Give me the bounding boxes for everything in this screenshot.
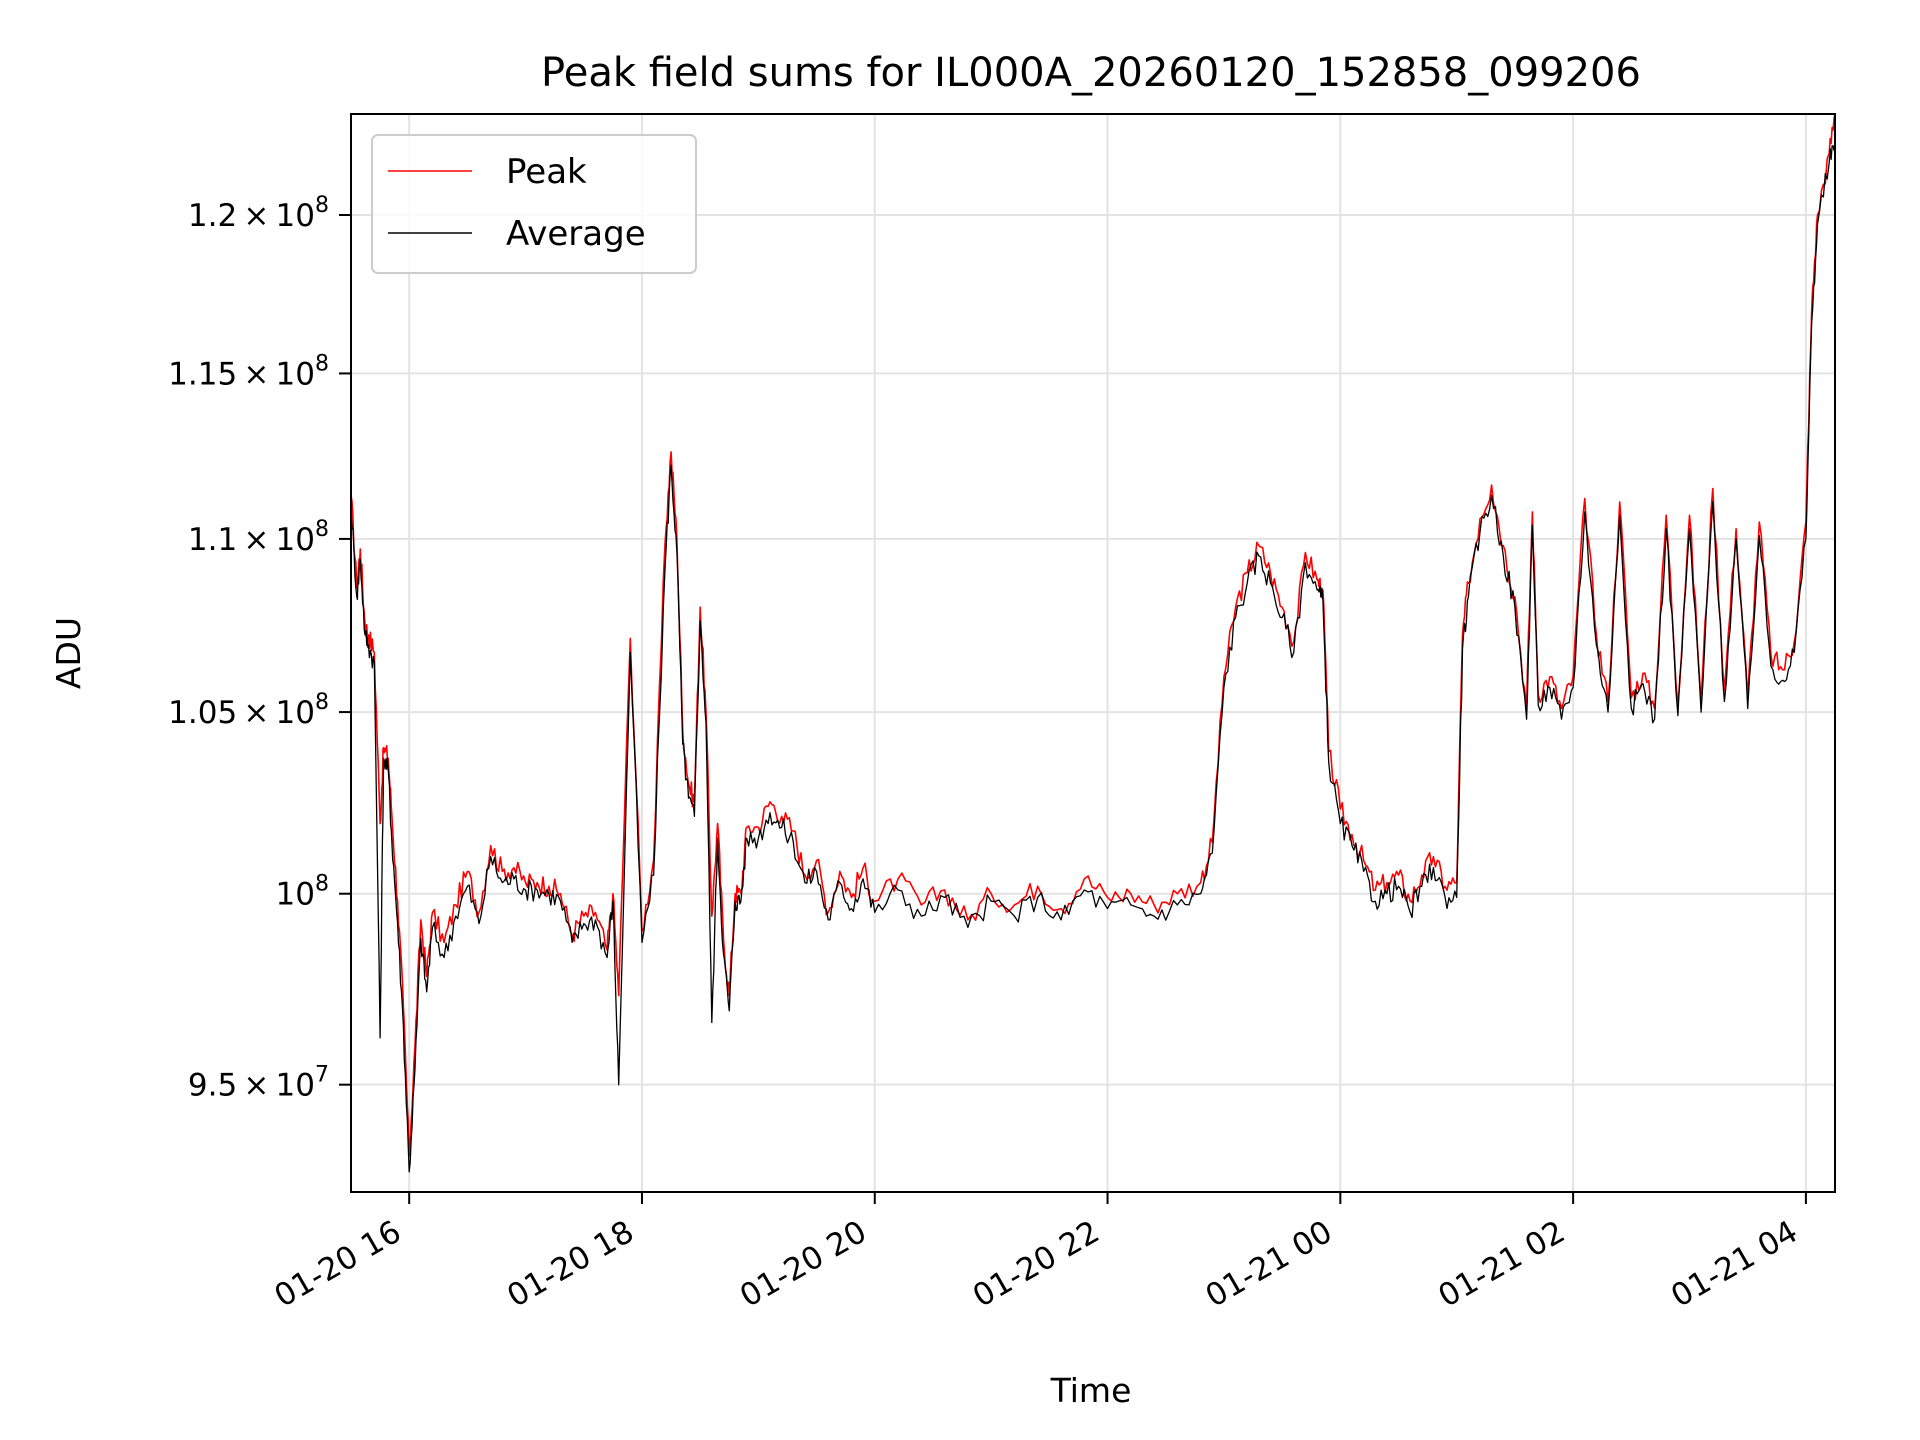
chart-title: Peak field sums for IL000A_20260120_1528… bbox=[541, 50, 1641, 96]
y-tick-label: 1.15 × 108 bbox=[168, 351, 329, 392]
legend-box bbox=[371, 134, 697, 274]
series-line-peak bbox=[351, 114, 1835, 1157]
legend-average-label: Average bbox=[506, 214, 646, 254]
x-axis-label: Time bbox=[1050, 1371, 1132, 1410]
y-axis-label: ADU bbox=[49, 617, 88, 689]
y-axis: 9.5 × 107 108 1.05 × 108 1.1 × 108 1.15 × 10… bbox=[168, 193, 351, 1104]
series-layer bbox=[351, 114, 1835, 1173]
y-tick-label: 1.1 × 108 bbox=[188, 517, 329, 558]
legend-peak-label: Peak bbox=[506, 152, 587, 192]
series-line-average bbox=[351, 144, 1835, 1173]
legend: Peak Average bbox=[371, 134, 697, 274]
y-tick-label: 1.2 × 108 bbox=[188, 193, 329, 234]
y-tick-label: 9.5 × 107 bbox=[188, 1063, 329, 1104]
y-tick-label: 1.05 × 108 bbox=[168, 690, 329, 731]
y-tick-label: 108 bbox=[276, 872, 329, 913]
plot-area-frame bbox=[350, 113, 1836, 1193]
